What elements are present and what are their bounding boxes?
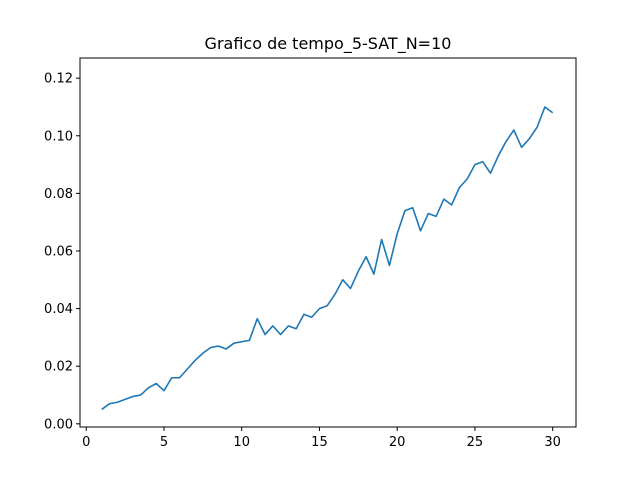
x-tick-label: 30 (544, 435, 561, 450)
y-tick-label: 0.04 (44, 302, 73, 317)
y-axis: 0.00 0.02 0.04 0.06 0.08 0.10 0.12 (44, 72, 80, 432)
x-tick-label: 20 (389, 435, 406, 450)
y-tick-label: 0.10 (44, 129, 73, 144)
y-tick-label: 0.08 (44, 187, 73, 202)
y-tick-label: 0.02 (44, 360, 73, 375)
x-tick-label: 25 (467, 435, 484, 450)
x-tick-label: 0 (82, 435, 90, 450)
plot-area (101, 106, 554, 411)
chart-title: Grafico de tempo_5-SAT_N=10 (205, 34, 452, 54)
x-tick-label: 5 (160, 435, 168, 450)
y-tick-label: 0.00 (44, 417, 73, 432)
x-tick-label: 15 (311, 435, 328, 450)
y-tick-label: 0.12 (44, 72, 73, 87)
axes-frame (79, 57, 577, 428)
x-tick-label: 10 (233, 435, 250, 450)
series-line (101, 106, 554, 411)
y-tick-label: 0.06 (44, 244, 73, 259)
x-axis: 0 5 10 15 20 25 30 (82, 427, 561, 450)
